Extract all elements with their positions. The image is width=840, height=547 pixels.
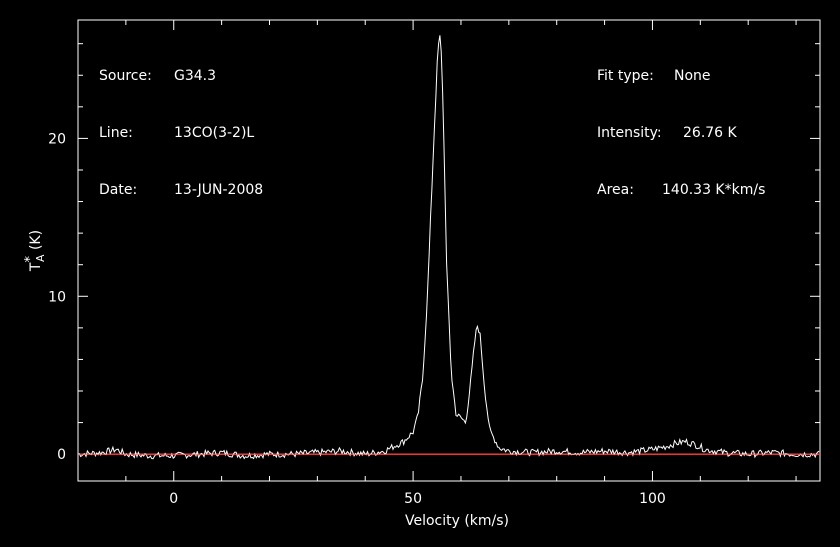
area-value: 140.33 K*km/s bbox=[662, 182, 766, 198]
x-tick-label: 100 bbox=[639, 491, 666, 507]
info-block-left: Source: G34.3 Line: 13CO(3-2)L Date: 13-JUN… bbox=[99, 36, 263, 223]
y-tick-label: 10 bbox=[48, 289, 66, 305]
y-tick-label: 0 bbox=[57, 447, 66, 463]
date-value: 13-JUN-2008 bbox=[174, 182, 264, 198]
intensity-value: 26.76 K bbox=[683, 125, 737, 141]
info-row-intensity: Intensity: 26.76 K bbox=[597, 125, 765, 150]
line-label: Line: bbox=[99, 125, 133, 141]
line-value: 13CO(3-2)L bbox=[174, 125, 255, 141]
info-row-date: Date: 13-JUN-2008 bbox=[99, 182, 263, 207]
info-row-line: Line: 13CO(3-2)L bbox=[99, 125, 263, 150]
fit-type-label: Fit type: bbox=[597, 68, 654, 84]
intensity-label: Intensity: bbox=[597, 125, 662, 141]
spectrum-line bbox=[77, 35, 820, 460]
plot-frame bbox=[77, 19, 821, 482]
info-row-source: Source: G34.3 bbox=[99, 68, 263, 93]
x-tick-label: 0 bbox=[169, 491, 178, 507]
x-tick-label: 50 bbox=[404, 491, 422, 507]
source-value: G34.3 bbox=[174, 68, 217, 84]
info-row-fit-type: Fit type: None bbox=[597, 68, 765, 93]
y-axis-label-text: T*A (K) bbox=[23, 230, 47, 272]
info-row-area: Area: 140.33 K*km/s bbox=[597, 182, 765, 207]
y-tick-label: 20 bbox=[48, 131, 66, 147]
date-label: Date: bbox=[99, 182, 138, 198]
y-axis-label: T*A (K) bbox=[23, 230, 47, 272]
fit-type-value: None bbox=[674, 68, 711, 84]
info-block-right: Fit type: None Intensity: 26.76 K Area: 140… bbox=[597, 36, 765, 223]
x-axis-label: Velocity (km/s) bbox=[405, 513, 509, 529]
source-label: Source: bbox=[99, 68, 152, 84]
area-label: Area: bbox=[597, 182, 634, 198]
